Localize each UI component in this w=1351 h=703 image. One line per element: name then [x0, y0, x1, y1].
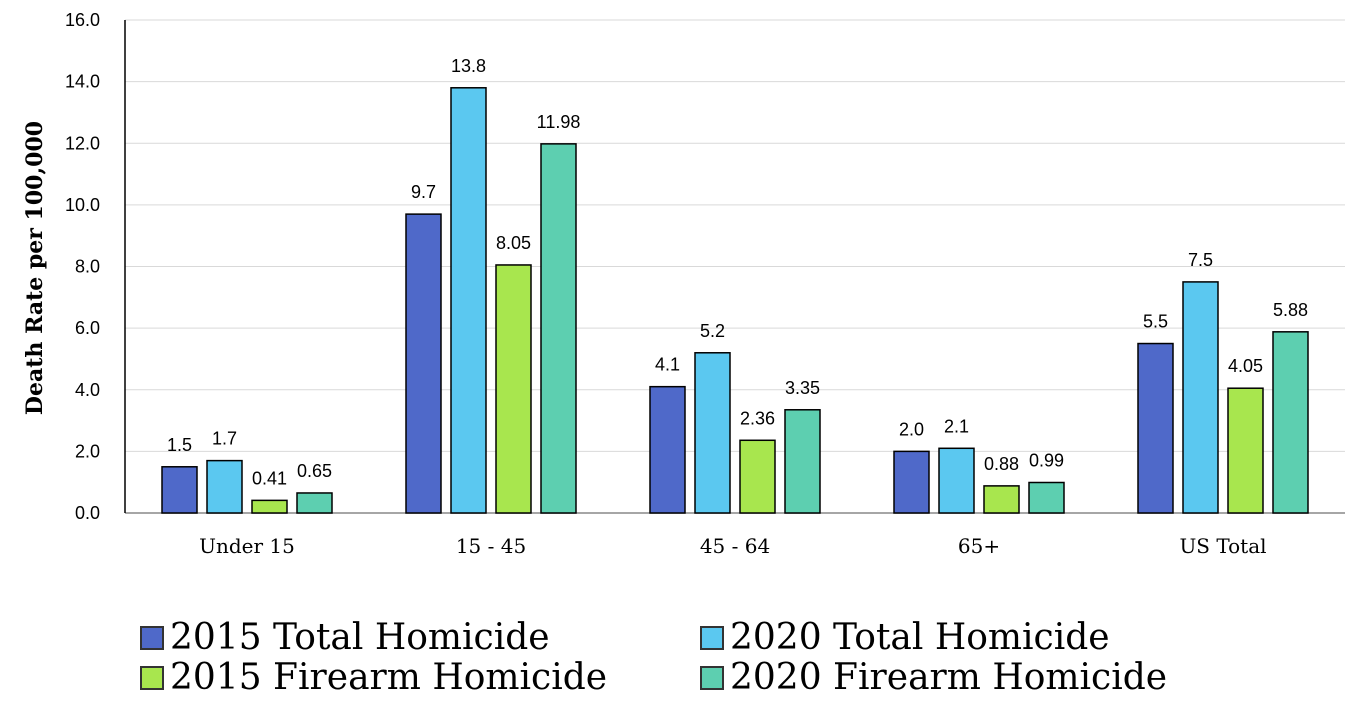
y-tick-label: 0.0	[75, 503, 100, 523]
bars	[161, 87, 1309, 514]
legend-label: 2015 Firearm Homicide	[170, 657, 608, 698]
y-tick-label: 6.0	[75, 318, 100, 338]
y-tick-label: 4.0	[75, 380, 100, 400]
legend-item: 2015 Firearm Homicide	[140, 658, 700, 698]
data-label: 0.88	[984, 454, 1019, 474]
legend-item: 2020 Firearm Homicide	[700, 658, 1260, 698]
legend-swatch	[140, 666, 164, 690]
data-label: 11.98	[537, 112, 581, 132]
legend-item: 2020 Total Homicide	[700, 618, 1260, 658]
legend-item: 2015 Total Homicide	[140, 618, 700, 658]
bar	[938, 447, 975, 514]
y-tick-label: 2.0	[75, 441, 100, 461]
legend-label: 2015 Total Homicide	[170, 617, 550, 658]
bar	[739, 439, 776, 514]
bar	[540, 143, 577, 514]
y-tick-label: 12.0	[65, 133, 100, 153]
data-label: 0.65	[297, 461, 332, 481]
bar	[495, 264, 532, 514]
legend-swatch	[700, 666, 724, 690]
data-label: 4.1	[655, 355, 680, 375]
data-label: 0.99	[1029, 450, 1064, 470]
data-label: 5.88	[1273, 300, 1308, 320]
data-label: 1.7	[212, 429, 237, 449]
bar	[206, 459, 243, 514]
data-labels: 1.5 1.7 0.41 0.65 9.7 13.8 8.05 11.98 4.1 5.2 2.36…	[167, 56, 1308, 489]
y-tick-label: 8.0	[75, 257, 100, 277]
y-axis-label: Death Rate per 100,000	[22, 121, 48, 415]
y-axis-ticks: 0.0 2.0 4.0 6.0 8.0 10.0 12.0 14.0 16.0	[65, 10, 100, 523]
legend-label: 2020 Total Homicide	[730, 617, 1110, 658]
bar	[1182, 281, 1219, 514]
x-category-label: 15 - 45	[456, 534, 526, 558]
bar	[161, 466, 198, 514]
x-category-label: 45 - 64	[700, 534, 770, 558]
data-label: 2.0	[899, 419, 924, 439]
bar	[450, 87, 487, 514]
data-label: 3.35	[785, 378, 820, 398]
data-label: 9.7	[411, 182, 436, 202]
bar	[1137, 342, 1174, 514]
data-label: 5.5	[1143, 312, 1168, 332]
data-label: 2.36	[740, 408, 775, 428]
bar	[296, 492, 333, 514]
bar	[784, 409, 821, 514]
data-label: 2.1	[944, 416, 969, 436]
bar	[1227, 387, 1264, 514]
data-label: 0.41	[252, 468, 287, 488]
bar	[694, 352, 731, 514]
legend-swatch	[140, 626, 164, 650]
bar	[1028, 481, 1065, 514]
legend: 2015 Total Homicide 2020 Total Homicide 20…	[140, 618, 1300, 698]
x-category-label: 65+	[958, 534, 1000, 558]
bar	[649, 385, 686, 514]
x-category-label: Under 15	[199, 534, 295, 558]
data-label: 1.5	[167, 435, 192, 455]
data-label: 7.5	[1188, 250, 1213, 270]
x-axis-categories: Under 15 15 - 45 45 - 64 65+ US Total	[199, 534, 1266, 558]
y-tick-label: 10.0	[65, 195, 100, 215]
data-label: 4.05	[1228, 356, 1263, 376]
legend-swatch	[700, 626, 724, 650]
bar	[983, 485, 1020, 514]
bar	[893, 450, 930, 514]
bar	[405, 213, 442, 514]
data-label: 8.05	[496, 233, 531, 253]
bar	[251, 499, 288, 514]
y-tick-label: 16.0	[65, 10, 100, 30]
bar-chart: 0.0 2.0 4.0 6.0 8.0 10.0 12.0 14.0 16.0 1.5 1.7 0.…	[22, 10, 1345, 558]
bar	[1272, 331, 1309, 514]
legend-label: 2020 Firearm Homicide	[730, 657, 1168, 698]
y-tick-label: 14.0	[65, 72, 100, 92]
data-label: 5.2	[700, 321, 725, 341]
x-category-label: US Total	[1179, 534, 1266, 558]
data-label: 13.8	[451, 56, 486, 76]
